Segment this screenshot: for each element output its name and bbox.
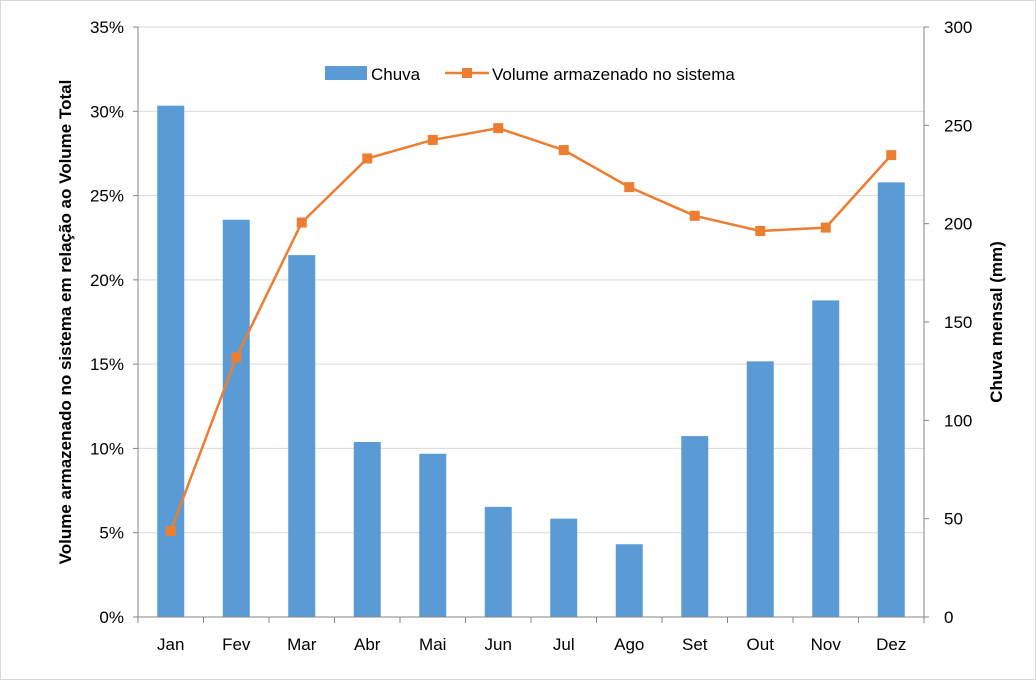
x-axis-tick-label: Dez — [876, 635, 906, 654]
right-axis-ticks: 0 50 100 150 200 250 300 — [924, 18, 972, 627]
bar-chuva — [615, 544, 643, 617]
x-axis-tick-label: Jun — [485, 635, 512, 654]
line-volume — [169, 126, 893, 532]
marker-volume — [820, 222, 831, 233]
right-axis-tick-label: 300 — [944, 18, 972, 37]
x-axis-tick-label: Nov — [811, 635, 842, 654]
bar-chuva — [157, 105, 185, 618]
bar-chuva — [222, 219, 250, 617]
bar-chuva — [681, 436, 709, 617]
legend-label-chuva: Chuva — [371, 65, 421, 84]
bar-chuva — [877, 182, 905, 617]
marker-volume — [493, 123, 504, 134]
marker-volume — [362, 153, 373, 164]
x-axis-tick-label: Jul — [553, 635, 575, 654]
marker-volume — [689, 210, 700, 221]
gridlines — [138, 26, 924, 534]
x-axis-tick-label: Jan — [157, 635, 184, 654]
legend: Chuva Volume armazenado no sistema — [325, 65, 735, 84]
bar-series — [157, 105, 905, 618]
bar-chuva — [550, 518, 578, 617]
bar-chuva — [288, 255, 316, 617]
right-axis-tick-label: 100 — [944, 411, 972, 430]
left-axis-tick-label: 10% — [90, 439, 124, 458]
x-axis-tick-label: Ago — [614, 635, 644, 654]
x-axis-tick-label: Fev — [222, 635, 251, 654]
right-axis-tick-label: 150 — [944, 313, 972, 332]
left-axis-tick-label: 20% — [90, 271, 124, 290]
right-axis-tick-label: 200 — [944, 215, 972, 234]
left-axis-title: Volume armazenado no sistema em relação … — [56, 80, 75, 565]
bar-chuva — [353, 441, 381, 617]
x-axis-tick-label: Mar — [287, 635, 317, 654]
legend-label-volume: Volume armazenado no sistema — [492, 65, 735, 84]
marker-volume — [624, 182, 635, 193]
left-axis-tick-label: 0% — [99, 608, 124, 627]
bar-chuva — [419, 453, 447, 617]
x-axis-tick-label: Mai — [419, 635, 446, 654]
legend-bar-swatch — [325, 66, 367, 80]
left-axis-tick-label: 25% — [90, 187, 124, 206]
axes — [137, 27, 925, 618]
left-axis-ticks: 0% 5% 10% 15% 20% 25% 30% 35% — [90, 18, 138, 627]
marker-volume — [558, 145, 569, 156]
x-axis-tick-label: Abr — [354, 635, 381, 654]
bar-chuva — [812, 300, 840, 617]
bar-chuva — [746, 361, 774, 617]
right-axis-tick-label: 50 — [944, 510, 963, 529]
marker-volume — [165, 526, 176, 537]
legend-marker-swatch — [462, 68, 472, 78]
left-axis-tick-label: 5% — [99, 524, 124, 543]
left-axis-tick-label: 35% — [90, 18, 124, 37]
left-axis-tick-label: 15% — [90, 355, 124, 374]
x-axis-tick-label: Out — [747, 635, 775, 654]
marker-volume — [886, 150, 897, 161]
marker-volume — [427, 134, 438, 145]
x-axis-tick-label: Set — [682, 635, 708, 654]
right-axis-title: Chuva mensal (mm) — [987, 241, 1006, 403]
x-axis-ticks: Jan Fev Mar Abr Mai Jun Jul Ago Set Out Nov Dez — [137, 617, 925, 654]
marker-volume — [231, 352, 242, 363]
line-series — [165, 123, 897, 537]
left-axis-tick-label: 30% — [90, 102, 124, 121]
right-axis-tick-label: 0 — [944, 608, 953, 627]
right-axis-tick-label: 250 — [944, 116, 972, 135]
bar-chuva — [484, 506, 512, 617]
marker-volume — [755, 225, 766, 236]
marker-volume — [296, 217, 307, 228]
